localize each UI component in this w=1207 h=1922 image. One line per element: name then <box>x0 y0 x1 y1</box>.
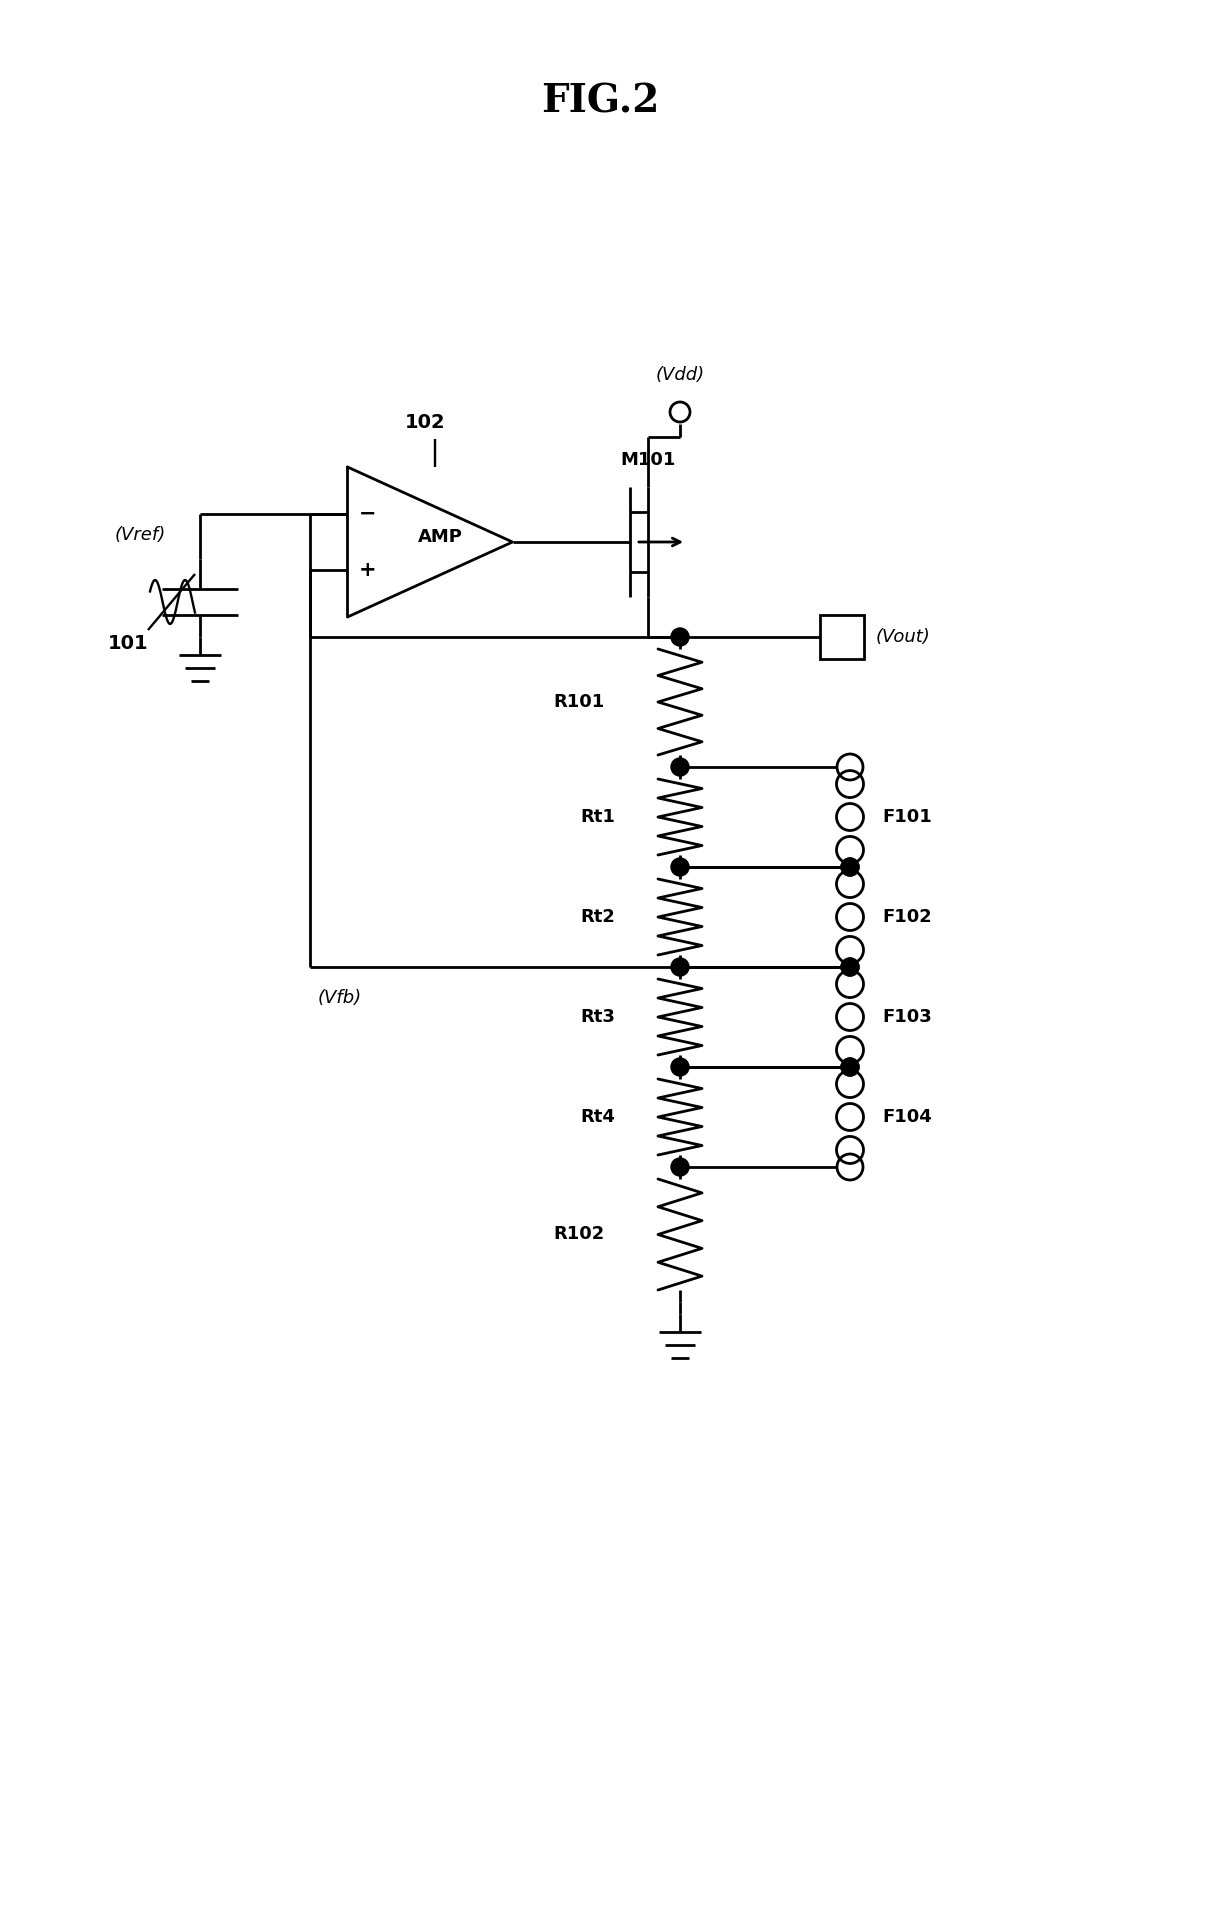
Circle shape <box>671 757 689 776</box>
Text: M101: M101 <box>620 452 676 469</box>
Circle shape <box>836 1003 863 1030</box>
Bar <box>820 615 864 659</box>
Circle shape <box>836 871 863 898</box>
Text: Rt3: Rt3 <box>581 1007 616 1026</box>
Text: Rt4: Rt4 <box>581 1107 616 1126</box>
Text: AMP: AMP <box>418 529 462 546</box>
Text: (Vfb): (Vfb) <box>317 990 362 1007</box>
Circle shape <box>836 771 863 798</box>
Circle shape <box>836 803 863 830</box>
Text: F102: F102 <box>882 907 932 926</box>
Circle shape <box>841 857 859 876</box>
Circle shape <box>836 836 863 863</box>
Circle shape <box>671 1057 689 1076</box>
Circle shape <box>836 753 863 780</box>
Text: FIG.2: FIG.2 <box>541 83 659 121</box>
Circle shape <box>836 1103 863 1130</box>
Text: 101: 101 <box>107 634 148 653</box>
Circle shape <box>836 1036 863 1063</box>
Text: Rt1: Rt1 <box>581 807 616 826</box>
Circle shape <box>841 957 859 976</box>
Circle shape <box>836 1153 863 1180</box>
Circle shape <box>841 1057 859 1076</box>
Text: (Vout): (Vout) <box>876 628 931 646</box>
Text: R101: R101 <box>554 694 605 711</box>
Circle shape <box>671 628 689 646</box>
Text: F104: F104 <box>882 1107 932 1126</box>
Circle shape <box>841 1057 859 1076</box>
Circle shape <box>671 857 689 876</box>
Text: R102: R102 <box>554 1226 605 1244</box>
Circle shape <box>670 402 690 423</box>
Circle shape <box>671 1157 689 1176</box>
Circle shape <box>836 971 863 998</box>
Circle shape <box>841 957 859 976</box>
Circle shape <box>836 903 863 930</box>
Text: F103: F103 <box>882 1007 932 1026</box>
Circle shape <box>836 1136 863 1163</box>
Text: Rt2: Rt2 <box>581 907 616 926</box>
Circle shape <box>841 857 859 876</box>
Text: F101: F101 <box>882 807 932 826</box>
Text: (Vdd): (Vdd) <box>655 365 705 384</box>
Circle shape <box>671 957 689 976</box>
Text: +: + <box>358 559 377 580</box>
Circle shape <box>836 1071 863 1097</box>
Text: −: − <box>358 504 377 525</box>
Text: (Vref): (Vref) <box>115 527 165 544</box>
Text: 102: 102 <box>404 413 445 432</box>
Circle shape <box>836 936 863 963</box>
